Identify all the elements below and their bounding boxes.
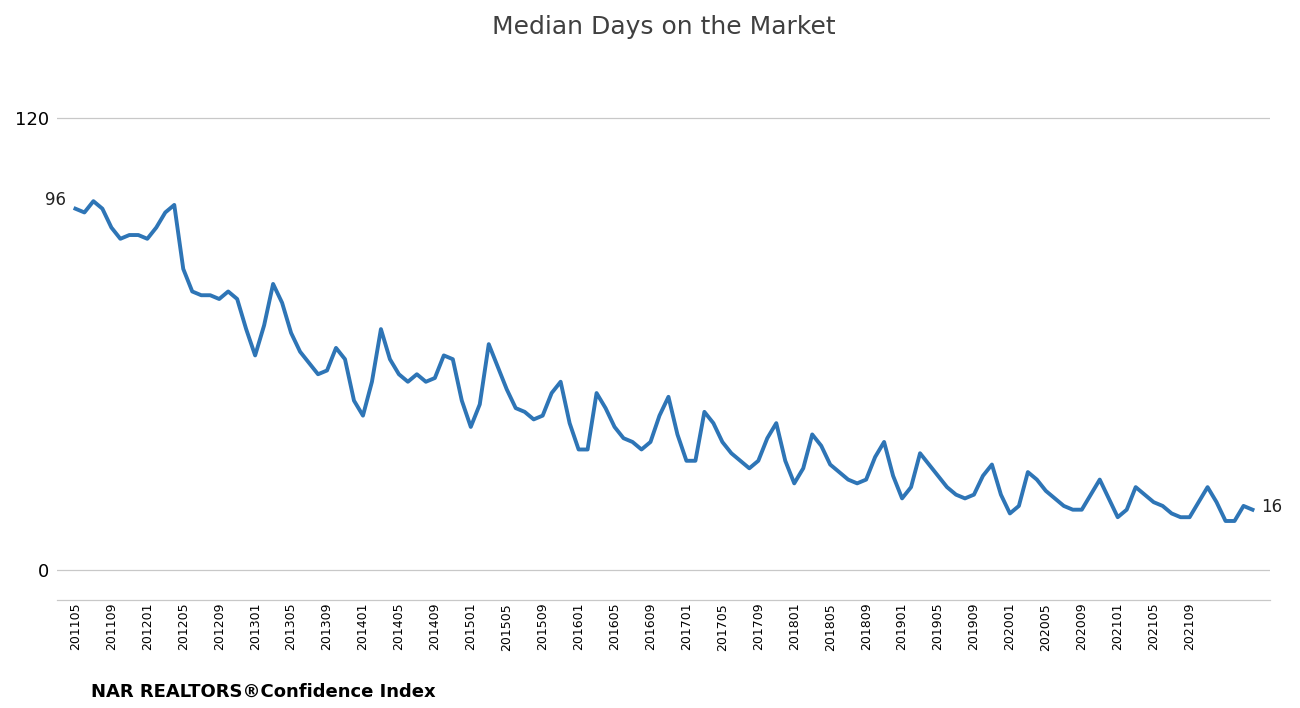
Title: Median Days on the Market: Median Days on the Market xyxy=(493,15,836,39)
Text: 16: 16 xyxy=(1261,498,1282,516)
Text: NAR REALTORS®Confidence Index: NAR REALTORS®Confidence Index xyxy=(91,683,436,701)
Text: 96: 96 xyxy=(46,190,66,209)
